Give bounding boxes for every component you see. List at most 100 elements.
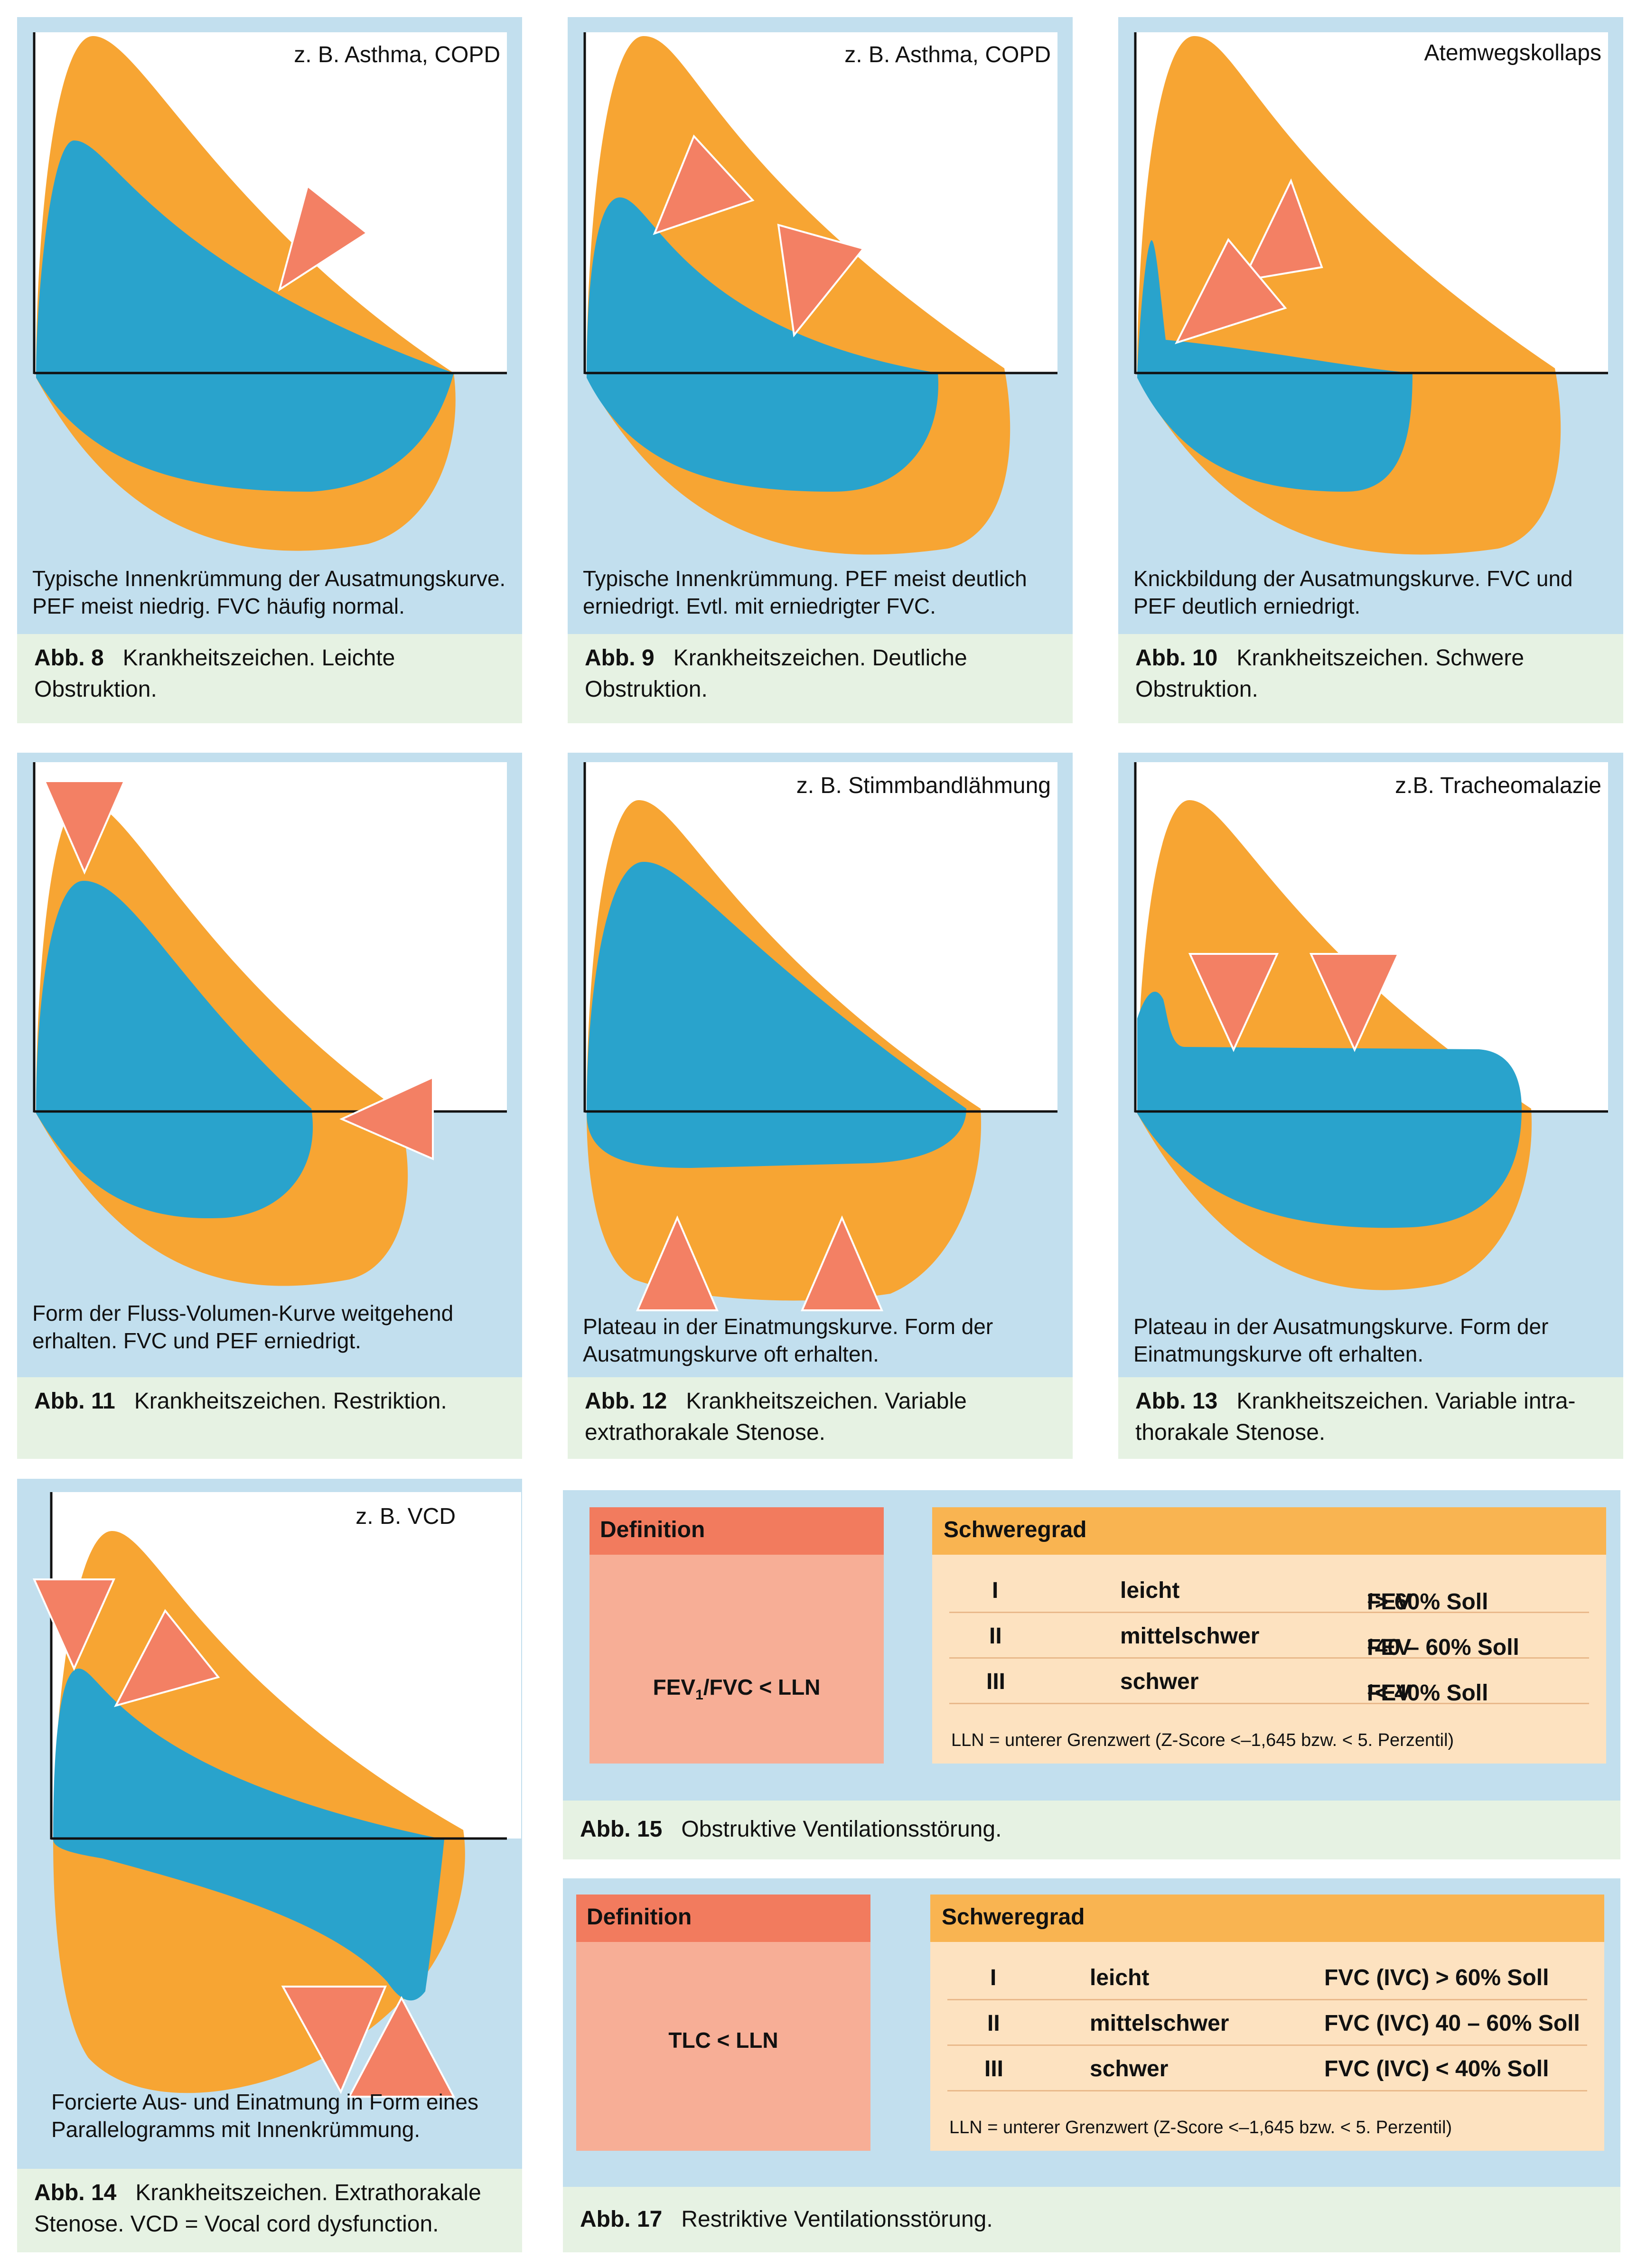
caption: Abb. 9 Krankheitszeichen. Deutliche Obstr…	[568, 634, 1073, 723]
caption-number: Abb. 11	[34, 1389, 115, 1414]
caption-text: Krankheitszeichen. Leichte Obstruktion.	[34, 645, 395, 702]
criterion-rest: > 60% Soll	[1375, 1589, 1488, 1615]
description: Typische Innenkrümmung der Ausatmungskur…	[32, 565, 505, 620]
corner-label: z. B. Asthma, COPD	[844, 42, 1051, 67]
severity-header: Schweregrad	[930, 1895, 1604, 1942]
flow-volume-diagram	[583, 32, 1057, 555]
criterion: FEV 1 < 40% Soll	[1367, 1669, 1488, 1706]
description: Plateau in der Einatmungskurve. Form der…	[583, 1313, 993, 1368]
description: Forcierte Aus- und Einatmung in Form ein…	[51, 2088, 478, 2143]
arrow-marker	[1241, 178, 1323, 282]
table-abb17: Definition TLC < LLN Schweregrad I leich…	[563, 1878, 1620, 2252]
definition-header-label: Definition	[587, 1904, 692, 1930]
definition-text-main: FEV	[653, 1675, 696, 1699]
description-line: Typische Innenkrümmung. PEF meist deutli…	[583, 566, 1027, 591]
caption-text: Krankheitszeichen. Extrathorakale Stenos…	[34, 2180, 481, 2237]
figure-abb10: Atemwegskollaps Knickbildung der Ausatmu…	[1118, 17, 1623, 723]
lln-note: LLN = unterer Grenzwert (Z-Score <–1,645…	[949, 2118, 1452, 2137]
severity-label: schwer	[1090, 2056, 1169, 2081]
severity-header: Schweregrad	[932, 1507, 1606, 1555]
severity-label: mittelschwer	[1090, 2011, 1229, 2036]
definition-text: TLC < LLN	[576, 2027, 870, 2053]
corner-label: z. B. Asthma, COPD	[294, 42, 500, 67]
figure-area: Form der Fluss-Volumen-Kurve weitgehend …	[17, 753, 522, 1377]
arrow-marker	[636, 1215, 719, 1311]
criterion: FVC (IVC) 40 – 60% Soll	[1324, 2011, 1580, 2036]
measured-curve	[1137, 240, 1412, 492]
description-line: Parallelogramms mit Innenkrümmung.	[51, 2117, 421, 2142]
arrow-marker	[114, 1609, 220, 1708]
description-line: PEF deutlich erniedrigt.	[1133, 594, 1361, 618]
description-line: Typische Innenkrümmung der Ausatmungskur…	[32, 566, 506, 591]
severity-header-label: Schweregrad	[944, 1517, 1087, 1542]
caption-number: Abb. 10	[1135, 645, 1218, 671]
caption: Abb. 8 Krankheitszeichen. Leichte Obstruk…	[17, 634, 522, 723]
caption-number: Abb. 13	[1135, 1389, 1218, 1414]
grade: I	[992, 1578, 999, 1603]
description-line: Knickbildung der Ausatmungskurve. FVC un…	[1133, 566, 1573, 591]
arrow-marker	[1309, 953, 1400, 1052]
severity-row: II mittelschwer FVC (IVC) 40 – 60% Soll	[947, 1999, 1587, 2046]
criterion-subscript: 1	[1367, 1590, 1375, 1606]
figure-abb8: z. B. Asthma, COPD Typische Innenkrümmun…	[17, 17, 522, 723]
arrow-marker	[347, 1996, 456, 2098]
description-line: Form der Fluss-Volumen-Kurve weitgehend	[32, 1301, 454, 1325]
measured-curve	[587, 862, 966, 1168]
caption: Abb. 17 Restriktive Ventilationsstörung.	[563, 2187, 1620, 2252]
figure-area: z. B. Asthma, COPD Typische Innenkrümmun…	[17, 17, 522, 634]
figure-area: z. B. Stimmbandlähmung Plateau in der Ei…	[568, 753, 1073, 1377]
description: Plateau in der Ausatmungskurve. Form der…	[1133, 1313, 1548, 1368]
severity-row: I leicht FVC (IVC) > 60% Soll	[947, 1953, 1587, 2000]
figure-abb14: z. B. VCD Forcierte Aus- und Einatmung i…	[17, 1479, 522, 2252]
measured-curve	[36, 881, 313, 1219]
figure-area: z.B. Tracheomalazie Plateau in der Ausat…	[1118, 753, 1623, 1377]
caption-text: Obstruktive Ventilationsstörung.	[681, 1817, 1002, 1842]
description-line: Einatmungskurve oft erhalten.	[1133, 1342, 1424, 1366]
criterion-main: FEV	[1367, 1589, 1412, 1615]
figure-area: z. B. Asthma, COPD Typische Innenkrümmun…	[568, 17, 1073, 634]
caption-text: Krankheitszeichen. Variable extrathoraka…	[585, 1389, 967, 1445]
flow-volume-diagram	[33, 762, 507, 1286]
criterion-subscript: 1	[1367, 1636, 1375, 1652]
severity-row: I leicht FEV 1 > 60% Soll	[949, 1566, 1589, 1615]
severity-row: II mittelschwer FEV 1 40 – 60% Soll	[949, 1612, 1589, 1660]
corner-label: z. B. Stimmbandlähmung	[796, 773, 1051, 798]
caption-number: Abb. 14	[34, 2180, 117, 2205]
grade: II	[987, 2011, 1000, 2036]
flow-volume-diagram	[583, 762, 1057, 1311]
figure-abb12: z. B. Stimmbandlähmung Plateau in der Ei…	[568, 753, 1073, 1459]
severity-row: III schwer FEV 1 < 40% Soll	[949, 1657, 1589, 1706]
criterion: FVC (IVC) < 40% Soll	[1324, 2056, 1549, 2081]
caption: Abb. 15 Obstruktive Ventilationsstörung.	[563, 1801, 1620, 1859]
definition-text-rest: /FVC < LLN	[703, 1675, 821, 1699]
caption: Abb. 12 Krankheitszeichen. Variable extra…	[568, 1377, 1073, 1459]
definition-text: FEV1/FVC < LLN	[589, 1674, 884, 1703]
description: Form der Fluss-Volumen-Kurve weitgehend …	[32, 1299, 453, 1354]
caption-text: Krankheitszeichen. Schwere Obstruktion.	[1135, 645, 1525, 702]
arrow-marker	[278, 184, 369, 292]
flow-volume-diagram	[1134, 762, 1608, 1290]
figure-area: z. B. VCD Forcierte Aus- und Einatmung i…	[17, 1479, 522, 2169]
description-line: Plateau in der Ausatmungskurve. Form der	[1133, 1314, 1549, 1339]
caption-number: Abb. 8	[34, 645, 104, 671]
severity-header-label: Schweregrad	[942, 1904, 1085, 1930]
criterion-main: FEV	[1367, 1635, 1412, 1660]
criterion: FEV 1 40 – 60% Soll	[1367, 1623, 1519, 1660]
measured-curve	[36, 140, 454, 492]
definition-subscript: 1	[695, 1687, 703, 1703]
table-area: Definition TLC < LLN Schweregrad I leich…	[563, 1878, 1620, 2187]
criterion: FVC (IVC) > 60% Soll	[1324, 1965, 1549, 1990]
flow-volume-diagram	[32, 1492, 521, 2098]
description-line: Ausatmungskurve oft erhalten.	[583, 1342, 879, 1366]
grade: III	[986, 1669, 1006, 1694]
measured-curve	[53, 1669, 444, 2001]
caption-number: Abb. 12	[585, 1389, 667, 1414]
severity-label: mittelschwer	[1120, 1624, 1260, 1649]
definition-header: Definition	[576, 1895, 870, 1942]
arrow-marker	[281, 1986, 387, 2094]
caption-number: Abb. 9	[585, 645, 655, 671]
arrow-marker	[777, 224, 865, 337]
table-area: Definition FEV1/FVC < LLN Schweregrad I …	[563, 1490, 1620, 1801]
severity-label: leicht	[1090, 1965, 1150, 1990]
corner-label: z. B. VCD	[355, 1504, 456, 1529]
